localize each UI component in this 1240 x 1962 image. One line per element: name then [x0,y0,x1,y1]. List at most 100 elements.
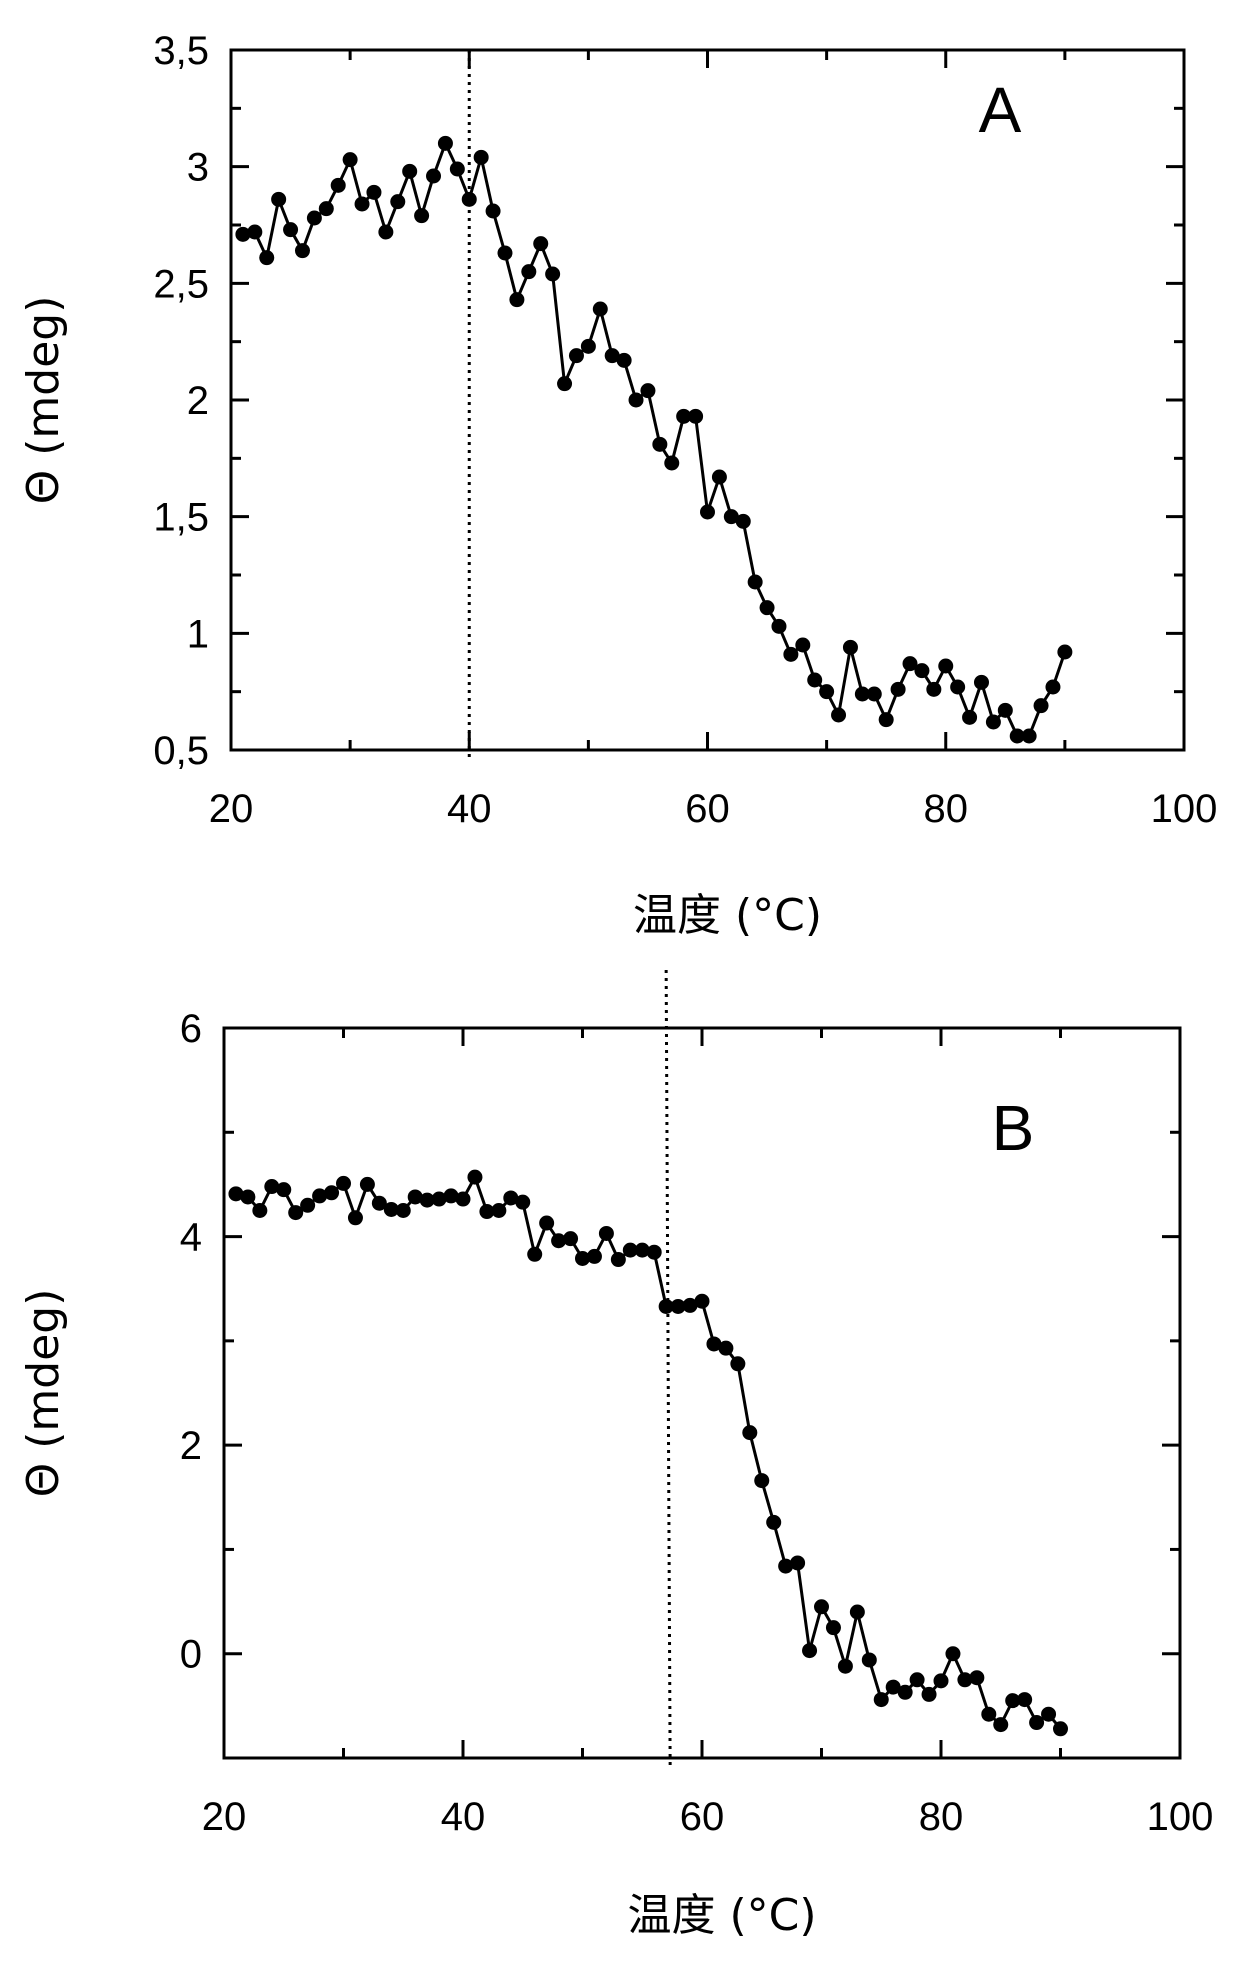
data-point [610,1252,626,1268]
data-point [342,152,358,168]
data-point [842,639,858,655]
y-tick-label: 4 [180,1216,202,1260]
y-tick-label: 0 [180,1633,202,1677]
data-point [575,1250,590,1266]
data-point [997,702,1013,718]
data-point [914,663,930,679]
panel-label: A [979,74,1022,146]
data-point [807,672,823,688]
y-tick-label: 6 [180,1007,202,1051]
data-point [455,1191,471,1207]
data-point [527,1246,543,1262]
data-point [359,1176,375,1192]
data-point [652,436,668,452]
data-point [873,1692,889,1708]
data-point [300,1197,316,1213]
data-point [814,1599,829,1615]
data-point [545,266,561,282]
data-point [628,392,644,408]
data-point [902,656,918,672]
data-point [622,1242,638,1258]
data-point [819,684,835,700]
data-point [1017,1692,1033,1708]
data-point [402,163,418,179]
data-point [676,408,692,424]
data-point [711,469,727,485]
data-point [318,201,334,217]
data-point [985,714,1001,730]
data-point [235,226,251,242]
data-point [778,1558,794,1574]
data-point [390,194,406,210]
x-tick-label: 20 [202,1795,247,1839]
data-point [407,1189,423,1205]
data-point [312,1188,328,1204]
data-point [825,1620,841,1636]
data-point [443,1188,459,1204]
data-point [854,686,870,702]
panel-b: 20 40 60 80 100 0 2 4 6 温度 (°C) Θ (mdeg) B [18,969,1214,1941]
data-point [754,1473,770,1489]
data-point [1033,698,1049,714]
data-point [539,1215,555,1231]
y-tick-label: 2,5 [153,262,209,306]
x-axis-title: 温度 (°C) [633,890,822,941]
x-tick-label: 40 [441,1795,486,1839]
data-point [938,658,954,674]
data-point [431,1191,447,1207]
data-point [688,408,704,424]
data-point [515,1194,531,1210]
data-point [497,245,513,261]
data-point [347,1210,363,1226]
data-point [1053,1721,1068,1737]
data-point [616,352,632,368]
x-tick-label: 20 [209,787,254,831]
data-point [926,681,942,697]
data-point [759,600,775,616]
data-point [981,1706,997,1722]
data-point [521,264,537,280]
data-point [694,1293,710,1309]
data-point [491,1203,507,1218]
plot-frame [222,1026,1182,1760]
data-point [247,224,263,240]
data-point [467,1169,483,1185]
data-point [592,301,608,317]
panel-a: 20 40 60 80 100 0,5 1 1,5 2 2,5 3 3,5 温度 (°C) Θ (mdeg… [18,29,1217,941]
data-point [419,1192,435,1208]
y-tick-label: 2 [187,379,209,423]
y-tick-label: 1,5 [153,496,209,540]
data-point [586,1248,602,1264]
data-point [950,679,966,695]
y-axis-title: Θ (mdeg) [18,296,69,505]
data-point [747,574,763,590]
data-point [598,1225,614,1241]
data-point [264,1179,280,1195]
data-point [568,348,584,364]
data-point [330,177,346,193]
data-point [969,1670,985,1686]
plot-frame [229,48,1186,752]
data-point [1009,728,1025,744]
data-point [354,196,370,212]
data-point [973,674,989,690]
data-point [718,1340,734,1356]
x-axis-title: 温度 (°C) [627,1890,816,1941]
data-point [766,1514,782,1530]
data-point [366,184,382,200]
x-tick-label: 80 [924,787,969,831]
data-point [283,222,299,238]
y-tick-label: 3 [187,146,209,190]
data-point [461,191,477,207]
series-line [242,139,1067,738]
data-point [921,1686,937,1702]
data-point [378,224,394,240]
x-tick-label: 100 [1147,1795,1214,1839]
data-point [706,1336,722,1352]
data-point [933,1673,949,1689]
data-point [509,292,525,308]
data-point [1057,644,1073,660]
data-point [1045,679,1061,695]
data-point [909,1672,925,1688]
data-point [479,1204,495,1220]
